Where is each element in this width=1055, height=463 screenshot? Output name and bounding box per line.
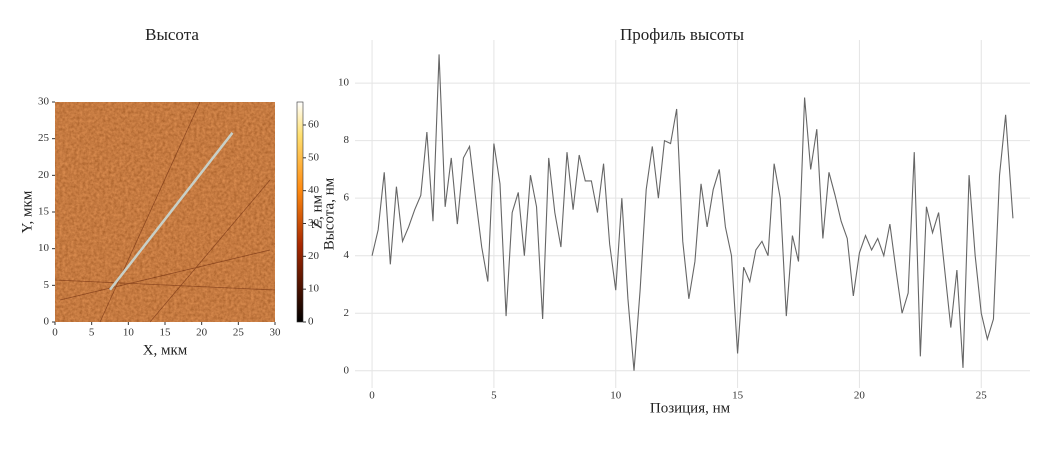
x-tick-label: 0 [52,327,58,339]
x-tick-label: 30 [270,327,282,339]
profile-y-label: Высота, нм [321,177,337,250]
x-tick-label: 5 [491,390,497,402]
map-title: Высота [145,25,199,44]
map-x-label: X, мкм [143,342,188,358]
profile-curve [371,54,1014,371]
profile-title: Профиль высоты [620,25,745,44]
y-tick-label: 0 [44,316,50,328]
y-tick-label: 30 [38,96,50,108]
colorbar [296,101,304,323]
colorbar-tick-label: 40 [308,184,320,196]
height-map-texture [55,102,275,322]
colorbar-tick-label: 20 [308,250,320,262]
y-tick-label: 10 [38,242,50,254]
profile-x-label: Позиция, нм [650,400,731,416]
colorbar-tick-label: 0 [308,316,314,328]
x-tick-label: 25 [976,390,988,402]
x-tick-label: 20 [854,390,866,402]
colorbar-tick-label: 10 [308,283,320,295]
colorbar-label: Z, нм [309,194,325,229]
profile-line [109,132,234,291]
y-tick-label: 8 [344,134,350,146]
x-tick-label: 15 [160,327,172,339]
colorbar-tick-label: 50 [308,151,320,163]
map-y-label: Y, мкм [19,190,35,233]
scratches [54,101,276,323]
colorbar-tick-label: 30 [308,217,320,229]
x-tick-label: 10 [123,327,135,339]
x-tick-label: 10 [610,390,622,402]
y-tick-label: 0 [344,364,350,376]
x-tick-label: 15 [732,390,744,402]
x-tick-label: 20 [196,327,208,339]
y-tick-label: 20 [38,169,50,181]
y-tick-label: 5 [44,279,50,291]
y-tick-label: 2 [344,307,350,319]
x-tick-label: 25 [233,327,245,339]
colorbar-tick-label: 60 [308,119,320,131]
y-tick-label: 4 [344,249,350,261]
y-tick-label: 25 [38,132,50,144]
y-tick-label: 10 [338,77,350,89]
y-tick-label: 6 [344,192,350,204]
y-tick-label: 15 [38,206,50,218]
x-tick-label: 5 [89,327,95,339]
x-tick-label: 0 [369,390,375,402]
